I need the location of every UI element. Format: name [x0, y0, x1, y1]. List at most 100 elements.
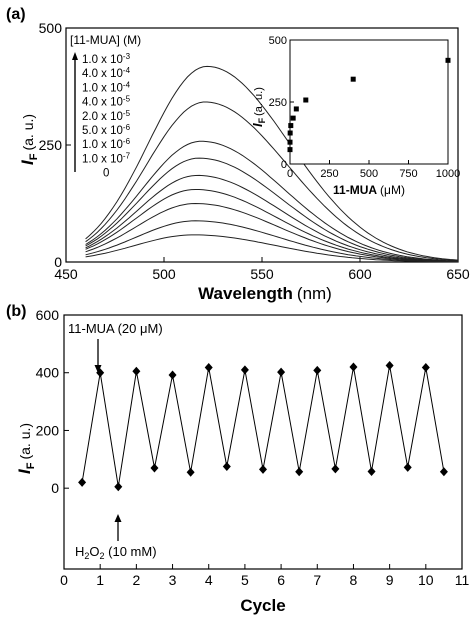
legend-arrow-head — [72, 52, 78, 60]
emission-curve — [85, 174, 459, 262]
panel-a-label: (a) — [6, 6, 26, 23]
cycle-data-point — [385, 361, 394, 371]
inset-data-point — [303, 97, 309, 103]
y-tick-label: 0 — [54, 254, 62, 270]
y-tick-label: 600 — [36, 307, 60, 323]
panel-b-y-axis-label: IF(a. u.) — [15, 423, 37, 474]
legend-entry: 1.0 x 10-4 — [82, 80, 131, 94]
panel-b-label: (b) — [6, 303, 26, 320]
x-tick-label: 550 — [250, 266, 274, 282]
cycle-data-point — [439, 467, 448, 477]
emission-curve — [85, 202, 458, 263]
panel-b-x-axis-label: Cycle — [240, 596, 285, 615]
inset-data-point — [293, 106, 299, 112]
inset-data-point — [445, 57, 451, 63]
x-tick-label: 3 — [169, 572, 177, 588]
emission-curve — [85, 189, 459, 263]
y-tick-label: 400 — [36, 365, 60, 381]
panel-b-x-ticks: 0 1 2 3 4 5 6 7 8 9 10 11 — [60, 564, 469, 588]
cycle-data-point — [313, 365, 322, 375]
emission-curve — [85, 220, 458, 263]
panel-a-x-axis-label: Wavelength (nm) — [198, 284, 332, 303]
legend: [11-MUA] (M) 1.0 x 10-34.0 x 10-41.0 x 1… — [70, 33, 141, 180]
emission-curve — [85, 101, 459, 262]
legend-entry: 4.0 x 10-4 — [82, 66, 131, 80]
x-tick-label: 9 — [386, 572, 394, 588]
x-tick-label: 600 — [348, 266, 372, 282]
emission-curve — [85, 140, 459, 262]
x-tick-label: 8 — [350, 572, 358, 588]
inset-x-tick-label: 250 — [320, 168, 338, 180]
inset-frame — [289, 39, 449, 165]
x-tick-label: 7 — [313, 572, 321, 588]
cycle-data-point — [367, 466, 376, 476]
cycle-data-point — [349, 362, 358, 372]
panel-a-y-ticks: 0 250 500 — [39, 20, 71, 270]
y-tick-label: 500 — [39, 20, 63, 36]
emission-curve — [85, 65, 459, 261]
cycle-data-point — [240, 365, 249, 375]
annotation-11-mua: 11-MUA (20 μM) — [68, 321, 163, 336]
inset-y-axis-label: IF(a. u.) — [250, 87, 267, 127]
inset-x-axis-label: 11-MUA (μM) — [333, 183, 405, 197]
inset-points — [287, 57, 451, 153]
x-tick-label: 650 — [446, 266, 470, 282]
legend-entry: 5.0 x 10-6 — [82, 123, 131, 137]
inset-data-point — [288, 123, 294, 129]
annotation-h2o2-arrowhead — [114, 514, 122, 522]
cycle-data-point — [114, 482, 123, 492]
inset-chart: 0 250 500 0 250 500 750 1000 IF(a. u.) 11-MUA(… — [250, 35, 460, 197]
x-tick-label: 5 — [241, 572, 249, 588]
annotation-h2o2: H2O2 (10 mM) — [75, 544, 157, 561]
panel-a: (a) 0 250 500 450 500 550 600 650 IF(a. u.) Wa… — [6, 6, 470, 303]
inset-y-tick-label: 250 — [269, 97, 287, 109]
emission-curve — [85, 234, 458, 263]
x-tick-label: 4 — [205, 572, 213, 588]
cycle-data-point — [331, 464, 340, 474]
legend-entry: 1.0 x 10-3 — [82, 52, 131, 66]
cycle-data-point — [403, 462, 412, 472]
x-tick-label: 6 — [277, 572, 285, 588]
inset-data-point — [290, 115, 296, 121]
inset-x-tick-label: 500 — [360, 168, 378, 180]
panel-b-y-ticks: 0 200 400 600 — [36, 307, 69, 496]
y-tick-label: 250 — [39, 137, 63, 153]
legend-entry: 4.0 x 10-5 — [82, 95, 131, 109]
cycle-data-point — [132, 366, 141, 376]
legend-entry: 1.0 x 10-7 — [82, 151, 131, 165]
inset-data-point — [287, 147, 293, 153]
inset-data-point — [287, 139, 293, 145]
panel-a-curves — [85, 65, 459, 263]
inset-x-tick-label: 0 — [287, 168, 293, 180]
inset-data-point — [350, 76, 356, 82]
cycle-data-point — [168, 370, 177, 380]
cycle-data-point — [78, 477, 87, 487]
x-tick-label: 11 — [455, 572, 470, 588]
inset-x-tick-label: 750 — [399, 168, 417, 180]
x-tick-label: 0 — [60, 572, 68, 588]
legend-entry: 2.0 x 10-5 — [82, 109, 131, 123]
y-tick-label: 200 — [36, 422, 60, 438]
inset-y-tick-label: 500 — [269, 35, 287, 47]
cycle-data-point — [295, 467, 304, 477]
panel-b-frame — [63, 314, 463, 570]
legend-entry: 1.0 x 10-6 — [82, 137, 131, 151]
x-tick-label: 2 — [132, 572, 140, 588]
cycle-data-point — [204, 363, 213, 373]
y-tick-label: 0 — [51, 480, 59, 496]
inset-x-ticks: 0 250 500 750 1000 — [287, 160, 460, 180]
x-tick-label: 10 — [418, 572, 434, 588]
x-tick-label: 450 — [54, 266, 78, 282]
inset-x-tick-label: 1000 — [436, 168, 460, 180]
legend-title: [11-MUA] (M) — [70, 33, 141, 47]
inset-y-ticks: 0 250 500 — [269, 35, 294, 171]
cycle-data-point — [259, 464, 267, 474]
cycle-data-point — [186, 467, 195, 477]
legend-entry: 0 — [103, 168, 109, 180]
emission-curve — [85, 157, 459, 262]
x-tick-label: 500 — [152, 266, 176, 282]
panel-a-x-ticks: 450 500 550 600 650 — [54, 257, 470, 282]
inset-data-point — [287, 130, 293, 136]
annotation-11-mua-arrowhead — [94, 365, 102, 373]
